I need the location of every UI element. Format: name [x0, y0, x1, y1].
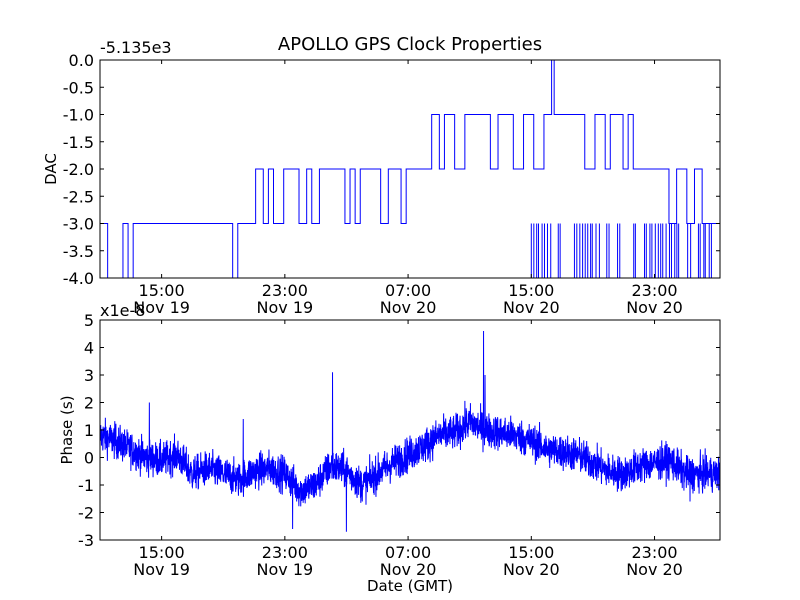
phase-xtick-date: Nov 20 [626, 560, 683, 579]
phase-ytick-label: 5 [84, 311, 94, 330]
phase-ytick-label: -3 [78, 531, 94, 550]
phase-line [100, 330, 720, 532]
phase-ytick-label: 2 [84, 394, 94, 413]
dac-ytick-label: -3.5 [63, 242, 94, 261]
dac-ytick-label: -0.5 [63, 78, 94, 97]
phase-ytick-label: 3 [84, 366, 94, 385]
phase-xtick-date: Nov 19 [133, 560, 190, 579]
phase-xtick-time: 07:00 [385, 543, 431, 562]
phase-xtick-time: 15:00 [139, 543, 185, 562]
phase-ytick-label: -1 [78, 476, 94, 495]
phase-xtick-date: Nov 19 [257, 560, 314, 579]
dac-offset-text: -5.135e3 [100, 38, 172, 57]
phase-xtick-date: Nov 20 [380, 560, 437, 579]
phase-ytick-label: -2 [78, 504, 94, 523]
dac-series [100, 60, 720, 278]
phase-xtick-time: 23:00 [262, 543, 308, 562]
dac-xtick-time: 23:00 [631, 281, 677, 300]
phase-offset-text: x1e-8 [100, 301, 145, 320]
phase-ytick-label: 0 [84, 449, 94, 468]
phase-xtick-time: 15:00 [508, 543, 554, 562]
phase-ytick-label: 4 [84, 339, 94, 358]
phase-xlabel: Date (GMT) [367, 577, 453, 595]
dac-ytick-label: 0.0 [69, 51, 94, 70]
dac-panel: 0.0 -0.5 -1.0 -1.5 -2.0 -2.5 -3.0 -3.5 -4.0 15:0… [42, 38, 721, 317]
dac-xtick-date: Nov 20 [503, 298, 560, 317]
phase-ytick-label: 1 [84, 421, 94, 440]
phase-xtick-date: Nov 20 [503, 560, 560, 579]
phase-xtick-time: 23:00 [631, 543, 677, 562]
dac-xtick-date: Nov 20 [380, 298, 437, 317]
dac-ytick-label: -2.0 [63, 160, 94, 179]
dac-ytick-label: -1.5 [63, 133, 94, 152]
dac-xtick-time: 07:00 [385, 281, 431, 300]
dac-line [100, 60, 720, 278]
dac-ytick-label: -4.0 [63, 269, 94, 288]
dac-xtick-time: 15:00 [139, 281, 185, 300]
dac-ytick-label: -2.5 [63, 187, 94, 206]
dac-xtick-date: Nov 20 [626, 298, 683, 317]
dac-xtick-date: Nov 19 [133, 298, 190, 317]
dac-ytick-label: -3.0 [63, 215, 94, 234]
dac-ytick-label: -1.0 [63, 106, 94, 125]
phase-ylabel: Phase (s) [58, 395, 76, 464]
phase-plot-area [100, 320, 720, 540]
chart-title: APOLLO GPS Clock Properties [278, 34, 542, 55]
dac-xtick-date: Nov 19 [257, 298, 314, 317]
dac-xtick-time: 15:00 [508, 281, 554, 300]
dac-ylabel: DAC [42, 153, 60, 185]
phase-series [100, 330, 720, 532]
dac-xtick-time: 23:00 [262, 281, 308, 300]
